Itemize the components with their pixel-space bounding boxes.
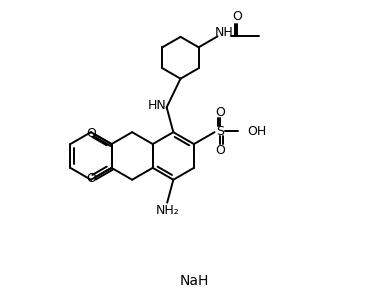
- Text: OH: OH: [247, 125, 267, 138]
- Text: NaH: NaH: [179, 274, 209, 288]
- Text: O: O: [232, 10, 242, 23]
- Text: HN: HN: [147, 99, 166, 112]
- Text: O: O: [215, 143, 225, 157]
- Text: O: O: [86, 172, 95, 185]
- Text: NH: NH: [215, 26, 234, 39]
- Text: S: S: [217, 125, 225, 138]
- Text: NH₂: NH₂: [155, 204, 179, 217]
- Text: O: O: [86, 127, 95, 140]
- Text: O: O: [215, 106, 225, 119]
